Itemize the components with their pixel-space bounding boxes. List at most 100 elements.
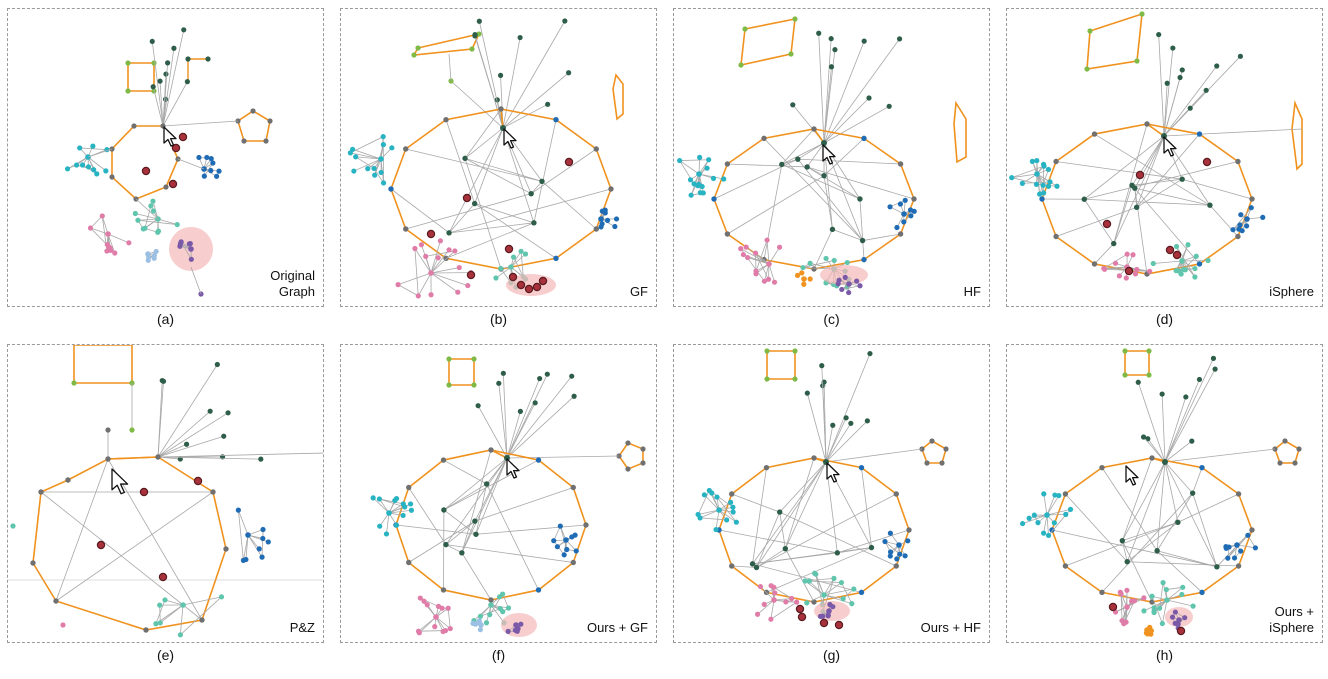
teal-cluster-node bbox=[150, 198, 156, 204]
cyan-cluster-node bbox=[688, 192, 694, 198]
inner-node bbox=[829, 226, 836, 233]
orange-cluster-node bbox=[794, 272, 801, 278]
tree-node bbox=[225, 410, 231, 416]
quad-node bbox=[469, 46, 475, 52]
inner-node bbox=[531, 220, 537, 226]
cyan-cluster-node bbox=[716, 507, 722, 513]
cyan-cluster-node bbox=[724, 517, 730, 523]
graph-edge bbox=[445, 457, 508, 545]
blue-cluster-node bbox=[901, 219, 907, 225]
cyan-cluster-edge bbox=[1022, 173, 1038, 184]
pink-cluster-edge bbox=[435, 616, 451, 629]
blue-cluster-node bbox=[245, 532, 251, 538]
teal-cluster-node bbox=[1141, 608, 1147, 614]
tree-node bbox=[494, 97, 500, 103]
cyan-cluster-edge bbox=[1046, 494, 1056, 516]
graph-edge bbox=[464, 158, 543, 182]
graph-edge bbox=[1192, 493, 1218, 567]
cyan-cluster-node bbox=[372, 172, 378, 178]
graph-edge bbox=[1055, 206, 1137, 237]
pentagon-node bbox=[241, 138, 247, 144]
cyan-cluster-edge bbox=[379, 498, 390, 514]
cyan-cluster-node bbox=[697, 154, 703, 161]
pink-cluster-node bbox=[740, 251, 746, 258]
tree-node bbox=[183, 441, 190, 447]
graph-edge bbox=[461, 552, 492, 601]
pink-cluster-node bbox=[416, 630, 422, 636]
tree-edge bbox=[157, 364, 218, 458]
graph-drawing-g bbox=[695, 348, 949, 630]
ring-node bbox=[105, 456, 111, 462]
graph-edge bbox=[807, 166, 915, 200]
panel-caption-c: (c) bbox=[823, 311, 840, 327]
graph-edge bbox=[1131, 185, 1200, 265]
cyan-cluster-edge bbox=[1011, 165, 1045, 179]
blue-cluster-node bbox=[887, 530, 893, 536]
graph-edge bbox=[784, 548, 815, 603]
teal-cluster-edge bbox=[144, 205, 152, 229]
pink-cluster-node bbox=[1141, 595, 1147, 601]
blue-cluster-node bbox=[259, 554, 265, 560]
graph-edge bbox=[1121, 540, 1153, 603]
highlight-ring-edge bbox=[395, 449, 587, 601]
tree-edge bbox=[502, 37, 521, 129]
graph-edge bbox=[474, 487, 574, 522]
graph-edge bbox=[107, 458, 203, 621]
tree-edge bbox=[162, 81, 188, 127]
inner-node bbox=[1111, 240, 1117, 247]
tree-node bbox=[500, 370, 506, 376]
panel-h: Ours + iSphere bbox=[1006, 344, 1323, 643]
blue-cluster-edge bbox=[559, 525, 568, 550]
tree-node bbox=[1135, 379, 1141, 385]
blue-cluster-node bbox=[598, 216, 604, 222]
graph-edge bbox=[1084, 135, 1165, 200]
ring-node bbox=[1235, 158, 1241, 165]
cyan-cluster-node bbox=[371, 165, 377, 172]
ring-node bbox=[811, 126, 817, 132]
tree-edge bbox=[162, 48, 175, 127]
tree-node bbox=[149, 38, 155, 45]
tree-node bbox=[832, 47, 838, 53]
focus-node bbox=[193, 476, 203, 486]
pentagon-node bbox=[1296, 446, 1302, 452]
teal-cluster-node bbox=[1181, 267, 1187, 273]
ring-node bbox=[724, 231, 731, 237]
teal-cluster-edge bbox=[823, 594, 844, 600]
inner-node bbox=[804, 164, 810, 170]
orange-cluster-node bbox=[801, 281, 807, 287]
inner-node bbox=[749, 561, 756, 567]
pink-cluster-node bbox=[1124, 251, 1130, 257]
blue-cluster-edge bbox=[889, 199, 906, 208]
cyan-cluster-node bbox=[407, 501, 414, 507]
graph-edge bbox=[823, 175, 833, 230]
cyan-cluster-node bbox=[85, 164, 92, 170]
pink-cluster-edge bbox=[397, 272, 432, 285]
purple-cluster-node bbox=[846, 281, 852, 287]
graph-edge bbox=[1134, 188, 1148, 275]
cyan-cluster-edge bbox=[79, 147, 107, 151]
graph-layer bbox=[1009, 11, 1303, 281]
square-node bbox=[125, 60, 131, 66]
graph-layer bbox=[347, 18, 624, 299]
pink-cluster-node bbox=[768, 583, 774, 589]
teal-cluster-node bbox=[522, 251, 529, 257]
blue-cluster-node bbox=[1230, 227, 1236, 233]
cyan-cluster-node bbox=[408, 507, 415, 513]
ring-node bbox=[1091, 131, 1098, 137]
ring-node bbox=[1062, 563, 1069, 569]
ring-node bbox=[163, 184, 169, 190]
blue-cluster-node bbox=[569, 534, 575, 540]
graph-layer bbox=[1020, 348, 1302, 637]
pink-cluster-node bbox=[771, 597, 777, 603]
ring-node bbox=[553, 117, 559, 123]
cyan-cluster-edge bbox=[704, 494, 720, 511]
teal-cluster-node bbox=[849, 601, 855, 607]
graph-edge bbox=[177, 158, 205, 170]
pink-cluster-edge bbox=[425, 256, 432, 274]
tree-edge bbox=[474, 35, 504, 129]
ring-node bbox=[1099, 464, 1105, 471]
panel-a: Original Graph bbox=[7, 8, 324, 307]
tree-node bbox=[886, 103, 892, 109]
blue-cluster-node bbox=[260, 526, 266, 533]
blue-cluster-node bbox=[265, 539, 271, 545]
